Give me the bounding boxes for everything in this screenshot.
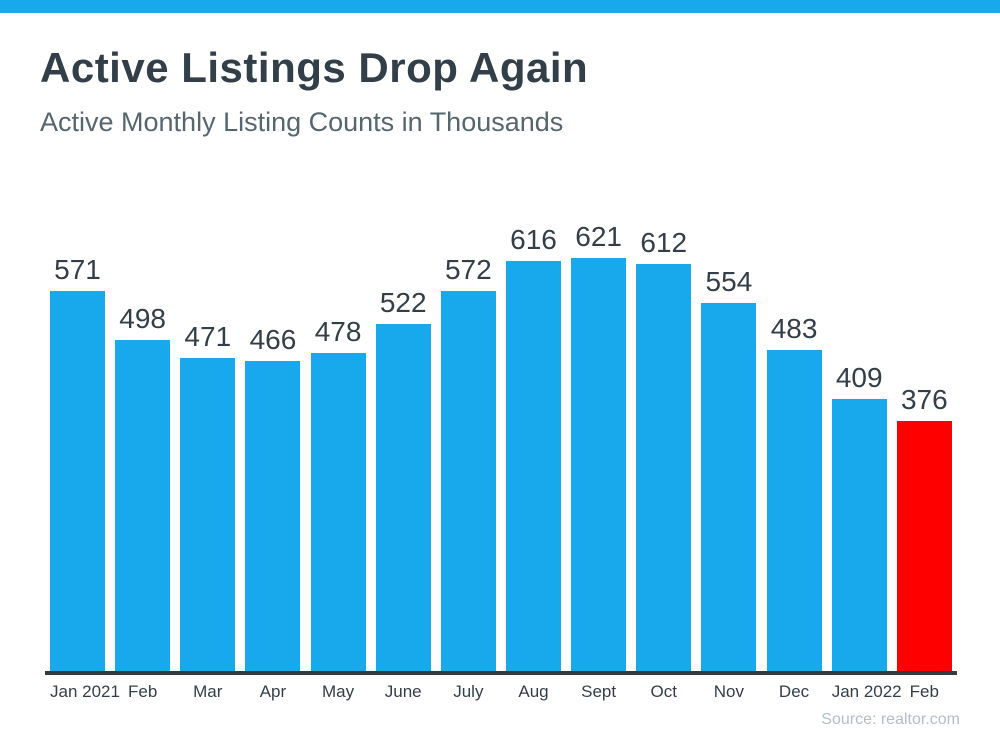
bar-value-label: 483: [770, 313, 818, 344]
bar-value-label: 554: [705, 266, 753, 297]
bar-group: 483: [766, 313, 822, 671]
bar: [571, 258, 627, 671]
x-axis-tick-label: Mar: [193, 682, 223, 701]
bar-group: 471: [180, 321, 236, 671]
x-axis-tick-label: Feb: [127, 682, 158, 701]
bars-row: 571 498 471 466 478 522 572 616 621 612 554 483 409 3…: [50, 216, 952, 671]
chart-subtitle: Active Monthly Listing Counts in Thousan…: [40, 107, 564, 137]
bar: [505, 261, 561, 671]
bar: [766, 350, 822, 671]
x-axis-tick-label: Aug: [518, 682, 549, 701]
bar-group: 571: [50, 256, 105, 671]
bar-group: 478: [310, 316, 366, 671]
x-axis-tick-label: May: [322, 682, 355, 701]
accent-top-strip: [0, 0, 1000, 13]
bar-group: 616: [505, 224, 561, 671]
bar-value-label: 616: [510, 224, 557, 255]
bar-group: 522: [375, 287, 431, 671]
bar: [831, 399, 887, 671]
chart-title: Active Listings Drop Again: [40, 44, 589, 91]
bar: [701, 303, 757, 671]
bar-group: 554: [701, 266, 757, 671]
bar-value-label: 478: [314, 316, 362, 347]
bar-group: 466: [245, 324, 301, 671]
bar-value-label: 498: [119, 303, 166, 334]
source-attribution: Source: realtor.com: [821, 711, 960, 728]
x-axis-tick-label: Nov: [713, 682, 745, 701]
x-axis-tick-label: July: [453, 682, 484, 701]
bar: [636, 264, 692, 671]
bar-value-label: 571: [54, 254, 101, 285]
bar-value-label: 471: [184, 321, 232, 352]
bar: [375, 324, 431, 671]
bar-value-label: 612: [640, 227, 688, 258]
months-row: Jan 2021 Feb Mar Apr May June July Aug Sept Oct No…: [50, 682, 952, 702]
bar-group: 409: [831, 362, 887, 671]
bar-group: 612: [636, 227, 692, 671]
x-axis-line: [45, 671, 957, 675]
bar: [245, 361, 301, 671]
bar-value-label: 522: [379, 287, 427, 318]
bar: [50, 291, 105, 671]
bar-value-label: 376: [900, 384, 948, 415]
x-axis-tick-label: June: [384, 682, 422, 701]
x-axis-tick-label: Apr: [259, 682, 287, 701]
x-axis-tick-label: Sept: [581, 682, 617, 701]
bar-group: 572: [440, 254, 496, 671]
bar-value-label: 409: [835, 362, 883, 393]
x-axis-tick-label: Jan 2022: [831, 682, 902, 701]
bar-value-label: 466: [249, 324, 297, 355]
x-axis-tick-label: Jan 2021: [50, 682, 120, 701]
bar-highlighted: [896, 421, 952, 671]
x-axis-tick-label: Dec: [778, 682, 810, 701]
bar: [440, 291, 496, 671]
bar-value-label: 572: [444, 254, 492, 285]
bar: [115, 340, 171, 671]
bar: [180, 358, 236, 671]
bar: [310, 353, 366, 671]
bar-group: 498: [115, 303, 171, 671]
bar-value-label: 621: [575, 221, 622, 252]
bar-group: 376: [896, 384, 952, 671]
x-axis-tick-label: Oct: [650, 682, 677, 701]
x-axis-tick-label: Feb: [909, 682, 939, 701]
bar-group: 621: [571, 221, 627, 671]
